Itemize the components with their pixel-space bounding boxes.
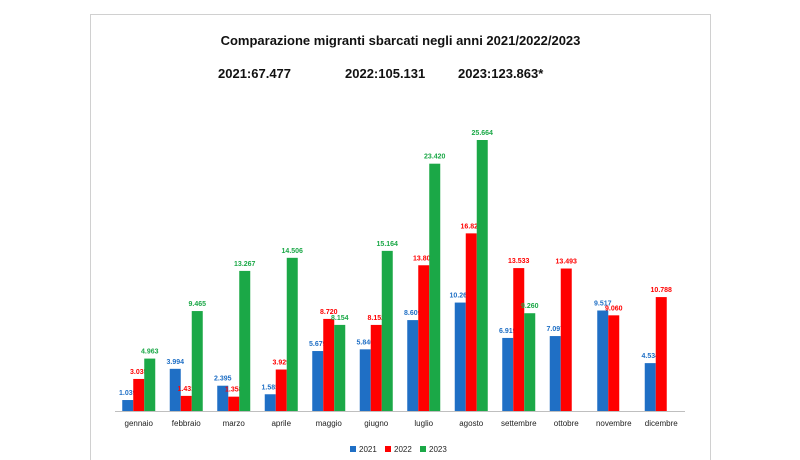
page-border-left <box>90 14 91 460</box>
legend-label-2022: 2022 <box>394 445 412 454</box>
x-tick-label-luglio: luglio <box>414 419 433 428</box>
bar-2021-ottobre <box>549 336 561 411</box>
x-tick-label-settembre: settembre <box>501 419 537 428</box>
bar-2022-marzo <box>228 396 240 411</box>
bar-2022-giugno <box>370 324 382 411</box>
data-label-2021-agosto: 10.269 <box>450 293 472 300</box>
bar-2021-maggio <box>312 351 324 411</box>
bar-2023-febbraio <box>191 311 203 411</box>
bar-2022-gennaio <box>133 378 145 411</box>
data-label-2022-ottobre: 13.493 <box>556 259 578 266</box>
data-label-2022-novembre: 9.060 <box>605 305 623 312</box>
data-label-2022-marzo: 1.358 <box>225 387 243 394</box>
x-tick-label-agosto: agosto <box>459 419 484 428</box>
bar-2021-aprile <box>264 394 276 411</box>
data-label-2021-giugno: 5.840 <box>356 339 374 346</box>
data-label-2022-aprile: 3.929 <box>272 360 290 367</box>
x-tick-label-gennaio: gennaio <box>125 419 154 428</box>
x-tick-label-dicembre: dicembre <box>645 419 678 428</box>
data-label-2022-settembre: 13.533 <box>508 258 530 265</box>
data-label-2023-febbraio: 9.465 <box>188 301 206 308</box>
bar-2021-agosto <box>454 302 466 411</box>
x-tick-label-febbraio: febbraio <box>172 419 201 428</box>
legend-swatch-2022 <box>385 446 391 452</box>
bar-2021-luglio <box>407 320 419 411</box>
data-label-2021-febbraio: 3.994 <box>166 359 184 366</box>
data-label-2022-gennaio: 3.035 <box>130 369 148 376</box>
bar-2023-agosto <box>476 140 488 411</box>
data-label-2022-dicembre: 10.788 <box>651 287 673 294</box>
bar-2021-febbraio <box>169 368 181 411</box>
page-border-top <box>90 14 711 15</box>
bar-2022-agosto <box>465 233 477 411</box>
data-label-2021-marzo: 2.395 <box>214 376 232 383</box>
total-2021: 2021:67.477 <box>218 66 292 81</box>
data-label-2022-febbraio: 1.431 <box>177 386 195 393</box>
total-2023: 2023:123.863* <box>458 66 544 81</box>
bar-2022-novembre <box>608 315 620 411</box>
bar-2023-aprile <box>286 257 298 411</box>
bar-2021-giugno <box>359 349 371 411</box>
data-label-2023-giugno: 15.164 <box>377 241 399 248</box>
data-label-2023-gennaio: 4.963 <box>141 349 159 356</box>
data-label-2021-aprile: 1.585 <box>261 384 279 391</box>
data-label-2022-maggio: 8.720 <box>320 309 338 316</box>
data-label-2021-gennaio: 1.039 <box>119 390 137 397</box>
bar-2022-dicembre <box>655 297 667 411</box>
bar-2023-settembre <box>524 313 536 411</box>
bar-2021-novembre <box>597 310 609 411</box>
bar-2023-gennaio <box>144 358 156 411</box>
data-label-2021-ottobre: 7.097 <box>546 326 564 333</box>
x-tick-label-novembre: novembre <box>596 419 632 428</box>
legend-label-2021: 2021 <box>359 445 377 454</box>
bar-2023-maggio <box>334 324 346 411</box>
data-label-2023-agosto: 25.664 <box>472 130 494 137</box>
x-tick-label-maggio: maggio <box>316 419 343 428</box>
data-label-2023-settembre: 9.260 <box>521 303 539 310</box>
bar-2022-aprile <box>275 369 287 411</box>
x-tick-label-aprile: aprile <box>271 419 291 428</box>
data-label-2022-giugno: 8.152 <box>367 315 385 322</box>
bar-2023-giugno <box>381 250 393 411</box>
data-label-2021-settembre: 6.919 <box>499 328 517 335</box>
data-label-2023-luglio: 23.420 <box>424 154 446 161</box>
bar-2021-settembre <box>502 337 514 411</box>
bar-2022-febbraio <box>180 395 192 411</box>
legend-swatch-2023 <box>420 446 426 452</box>
bar-2022-settembre <box>513 268 525 411</box>
data-label-2023-aprile: 14.506 <box>282 248 304 255</box>
data-label-2021-maggio: 5.679 <box>309 341 327 348</box>
x-tick-label-marzo: marzo <box>223 419 246 428</box>
bar-2022-maggio <box>323 318 335 411</box>
page-border-right <box>710 14 711 460</box>
bar-2023-marzo <box>239 270 251 411</box>
chart-title: Comparazione migranti sbarcati negli ann… <box>220 33 581 48</box>
bar-2021-dicembre <box>644 363 656 411</box>
x-tick-label-ottobre: ottobre <box>554 419 579 428</box>
bar-2021-marzo <box>217 385 229 411</box>
data-label-2022-agosto: 16.822 <box>461 223 483 230</box>
bar-2023-luglio <box>429 163 441 411</box>
legend-label-2023: 2023 <box>429 445 447 454</box>
bar-2022-ottobre <box>560 268 572 411</box>
data-label-2023-marzo: 13.267 <box>234 261 256 268</box>
data-label-2023-maggio: 8.154 <box>331 315 349 322</box>
data-label-2021-dicembre: 4.534 <box>641 353 659 360</box>
legend-swatch-2021 <box>350 446 356 452</box>
data-label-2021-novembre: 9.517 <box>594 301 612 308</box>
bar-2021-gennaio <box>122 400 134 411</box>
data-label-2022-luglio: 13.802 <box>413 255 435 262</box>
data-label-2021-luglio: 8.609 <box>404 310 422 317</box>
x-tick-label-giugno: giugno <box>364 419 389 428</box>
total-2022: 2022:105.131 <box>345 66 426 81</box>
bar-2022-luglio <box>418 265 430 411</box>
